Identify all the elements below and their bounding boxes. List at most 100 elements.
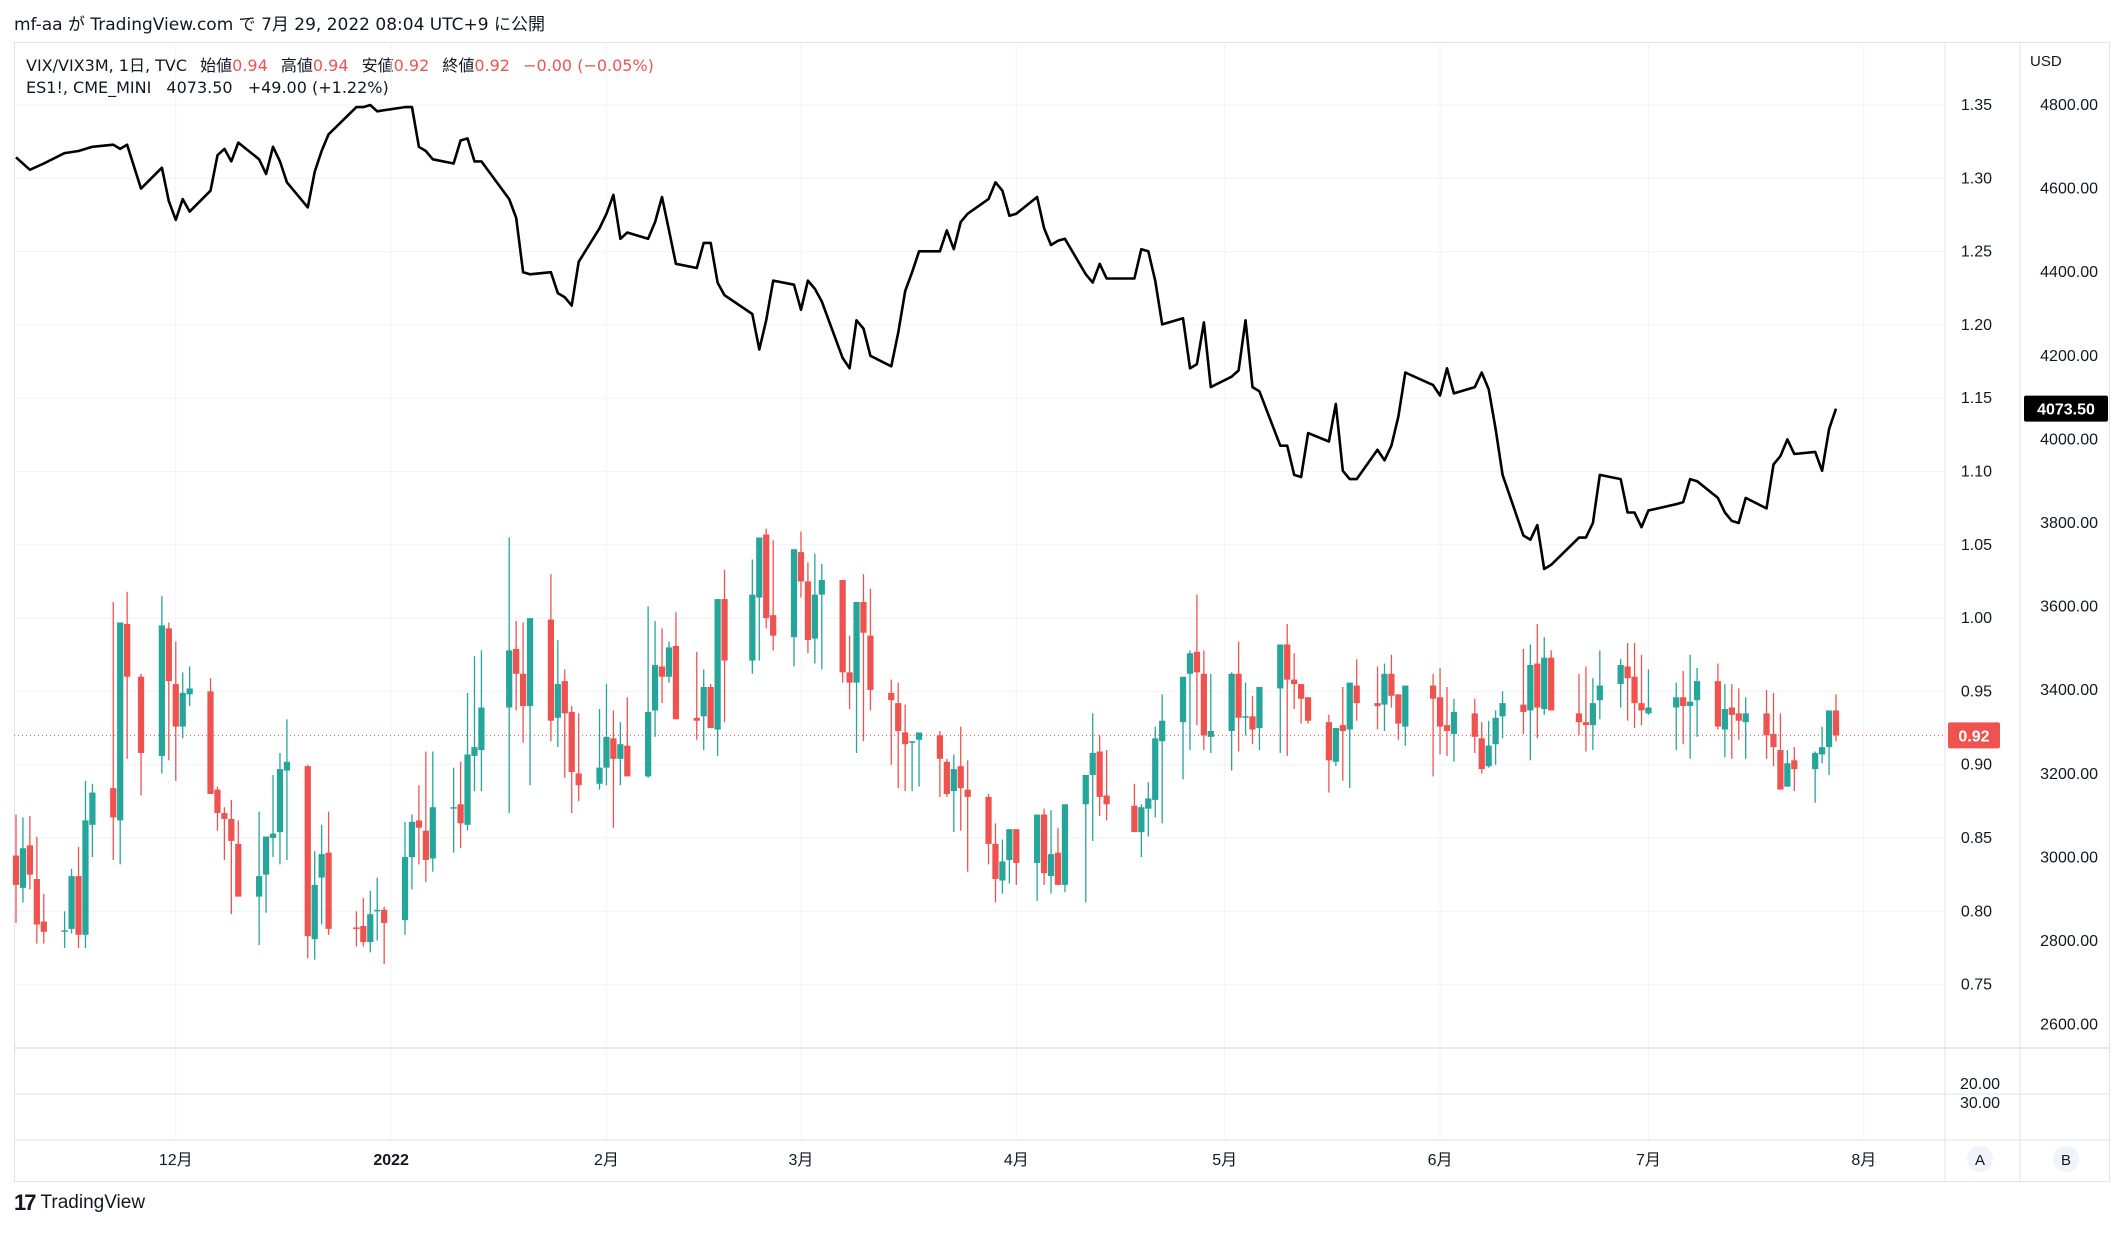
candle-body[interactable]	[714, 599, 721, 730]
candle-body[interactable]	[568, 711, 575, 773]
candle-body[interactable]	[353, 927, 360, 929]
candle-body[interactable]	[1047, 854, 1055, 877]
candle-body[interactable]	[950, 769, 957, 792]
candle-body[interactable]	[464, 754, 471, 825]
candle-body[interactable]	[1193, 651, 1201, 673]
candle-body[interactable]	[1179, 676, 1187, 723]
candle-body[interactable]	[1818, 747, 1826, 755]
candle-body[interactable]	[797, 552, 805, 582]
candle-body[interactable]	[693, 717, 700, 721]
candle-body[interactable]	[1575, 713, 1583, 723]
candle-body[interactable]	[283, 761, 291, 771]
legend-vix-symbol[interactable]: VIX/VIX3M, 1日, TVC	[26, 56, 188, 75]
candle-body[interactable]	[985, 796, 992, 844]
candle-body[interactable]	[374, 909, 381, 912]
candle-body[interactable]	[1541, 657, 1548, 709]
candle-body[interactable]	[1304, 697, 1312, 721]
candle-body[interactable]	[12, 855, 20, 885]
candle-body[interactable]	[1235, 673, 1242, 718]
candle-body[interactable]	[554, 684, 561, 718]
candle-body[interactable]	[137, 676, 145, 753]
candle-body[interactable]	[1721, 708, 1728, 730]
candle-body[interactable]	[1582, 722, 1590, 726]
candle-body[interactable]	[235, 843, 242, 897]
candle-body[interactable]	[575, 773, 582, 786]
candle-body[interactable]	[658, 666, 666, 677]
candle-body[interactable]	[645, 711, 652, 777]
candle-body[interactable]	[75, 876, 82, 935]
candle-body[interactable]	[1742, 713, 1749, 723]
candle-body[interactable]	[1485, 745, 1492, 767]
candle-body[interactable]	[256, 876, 263, 897]
candle-body[interactable]	[33, 879, 40, 925]
candle-body[interactable]	[1353, 685, 1360, 704]
candle-body[interactable]	[172, 684, 179, 727]
candle-body[interactable]	[895, 703, 902, 731]
candle-body[interactable]	[1728, 707, 1735, 715]
candle-body[interactable]	[1381, 673, 1388, 705]
candle-body[interactable]	[1061, 804, 1069, 885]
candle-body[interactable]	[117, 622, 124, 821]
candle-body[interactable]	[1680, 697, 1687, 707]
candle-body[interactable]	[804, 581, 812, 641]
candle-body[interactable]	[1040, 814, 1048, 874]
candle-body[interactable]	[1714, 681, 1722, 727]
candle-body[interactable]	[1770, 733, 1777, 748]
candle-body[interactable]	[457, 804, 464, 824]
candle-body[interactable]	[1548, 657, 1555, 711]
candle-body[interactable]	[1249, 716, 1256, 730]
candle-body[interactable]	[818, 579, 825, 595]
tradingview-logo[interactable]: 17 TradingView	[14, 1190, 145, 1216]
candle-body[interactable]	[1645, 707, 1652, 714]
candle-body[interactable]	[1054, 852, 1062, 885]
candle-body[interactable]	[269, 833, 277, 838]
candle-body[interactable]	[478, 707, 485, 751]
candle-body[interactable]	[1471, 713, 1478, 737]
candle-body[interactable]	[1777, 750, 1784, 790]
candle-body[interactable]	[1617, 665, 1624, 685]
candle-body[interactable]	[1006, 829, 1013, 860]
candle-body[interactable]	[603, 736, 610, 768]
candle-body[interactable]	[325, 852, 332, 929]
candle-body[interactable]	[908, 741, 916, 743]
candle-body[interactable]	[672, 645, 680, 720]
candle-body[interactable]	[513, 648, 520, 674]
candle-body[interactable]	[1763, 713, 1770, 736]
candle-body[interactable]	[1589, 703, 1596, 726]
candle-body[interactable]	[888, 692, 895, 701]
candle-body[interactable]	[1687, 701, 1694, 707]
candle-body[interactable]	[1103, 795, 1110, 805]
log-scale-button[interactable]	[2053, 1146, 2079, 1172]
candle-body[interactable]	[82, 820, 89, 935]
candle-body[interactable]	[1791, 760, 1798, 770]
candle-body[interactable]	[506, 650, 513, 708]
candle-body[interactable]	[311, 884, 318, 940]
candle-body[interactable]	[721, 599, 728, 661]
candle-body[interactable]	[617, 744, 624, 759]
candle-body[interactable]	[902, 732, 909, 745]
candle-body[interactable]	[89, 792, 96, 825]
candle-body[interactable]	[1186, 653, 1194, 674]
candle-body[interactable]	[624, 745, 631, 777]
candle-body[interactable]	[749, 594, 756, 661]
auto-scale-button[interactable]	[1967, 1146, 1993, 1172]
candle-body[interactable]	[707, 687, 714, 729]
candle-body[interactable]	[853, 601, 860, 683]
candle-body[interactable]	[276, 769, 284, 833]
candle-body[interactable]	[596, 767, 603, 784]
candle-body[interactable]	[124, 623, 131, 677]
candle-body[interactable]	[964, 789, 971, 797]
candle-body[interactable]	[1450, 711, 1458, 734]
candle-body[interactable]	[61, 930, 68, 932]
candle-body[interactable]	[1082, 774, 1089, 805]
candle-body[interactable]	[40, 921, 47, 932]
candle-body[interactable]	[221, 813, 228, 819]
candle-body[interactable]	[1374, 703, 1381, 707]
candle-body[interactable]	[1395, 694, 1402, 724]
candle-body[interactable]	[186, 688, 193, 695]
candle-body[interactable]	[1284, 644, 1291, 680]
candle-body[interactable]	[179, 692, 186, 727]
candle-body[interactable]	[1492, 717, 1499, 745]
candle-body[interactable]	[1527, 665, 1534, 711]
